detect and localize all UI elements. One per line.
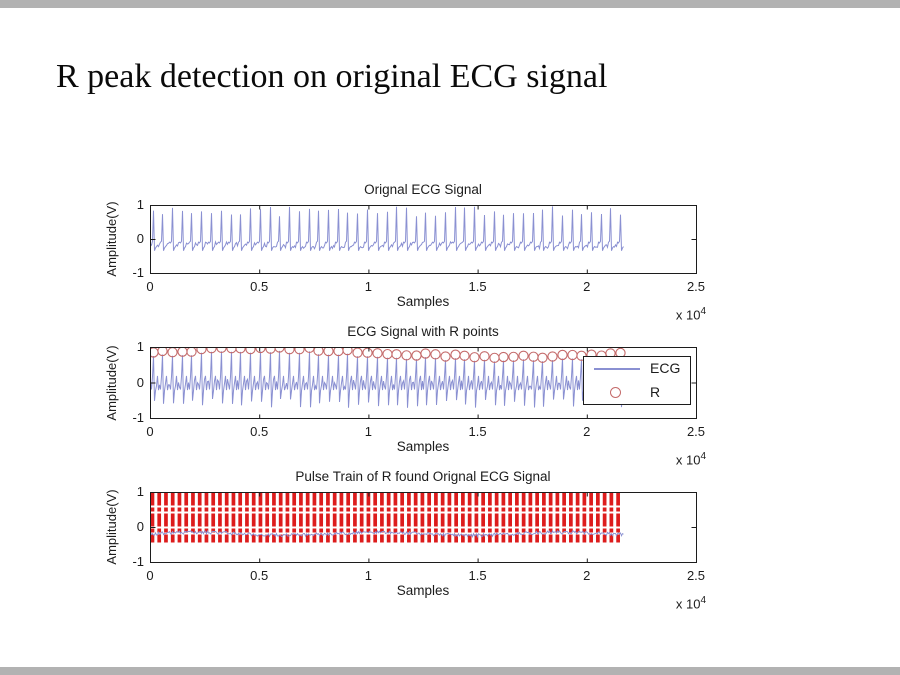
x-tick-label: 2 (583, 424, 591, 439)
legend-line-sample (594, 368, 640, 370)
x-axis-label: Samples (396, 583, 450, 598)
plot-canvas-2 (150, 492, 697, 563)
x-axis-multiplier: x 104 (675, 306, 706, 323)
x-axis-multiplier: x 104 (675, 451, 706, 468)
x-tick-label: 2.5 (686, 568, 706, 583)
legend-circle-sample (610, 387, 621, 398)
x-tick-label: 1 (364, 279, 372, 294)
x-tick-label: 0 (146, 279, 154, 294)
x-tick-label: 0 (146, 424, 154, 439)
x-tick-label: 2 (583, 568, 591, 583)
y-axis-label: Amplitude(V) (104, 344, 119, 421)
legend-label: R (650, 384, 661, 400)
y-tick-label: 0 (136, 231, 144, 246)
x-tick-label: 0.5 (250, 568, 269, 583)
x-axis-label: Samples (396, 439, 450, 454)
y-axis-label: Amplitude(V) (104, 489, 119, 565)
y-tick-label: 0 (136, 374, 144, 390)
x-tick-label: 1.5 (468, 279, 487, 294)
y-axis-label: Amplitude(V) (104, 201, 119, 277)
x-tick-label: 0.5 (250, 279, 269, 294)
slide-title: R peak detection on original ECG signal (56, 58, 608, 95)
x-tick-label: 2.5 (686, 424, 706, 439)
x-tick-label: 1 (364, 424, 372, 439)
slide-edge-bottom (0, 667, 900, 675)
y-tick-label: 1 (136, 484, 144, 499)
x-tick-label: 1.5 (468, 424, 487, 439)
y-tick-label: -1 (132, 554, 144, 569)
plot-title: Pulse Train of R found Orignal ECG Signa… (295, 469, 551, 484)
legend-label: ECG (650, 360, 681, 376)
y-tick-label: 1 (136, 197, 144, 212)
y-tick-label: 1 (136, 339, 144, 354)
x-axis-multiplier: x 104 (675, 595, 706, 612)
plot-canvas-0 (150, 205, 697, 274)
x-tick-label: 1.5 (468, 568, 487, 583)
y-tick-label: -1 (132, 410, 144, 425)
y-tick-label: -1 (132, 265, 144, 280)
x-tick-label: 1 (364, 568, 372, 583)
x-axis-label: Samples (396, 294, 450, 309)
x-tick-label: 2 (583, 279, 591, 294)
plot-title: Orignal ECG Signal (364, 182, 482, 197)
legend-entry-r: R (584, 381, 690, 405)
slide-edge-top (0, 0, 900, 8)
y-tick-label: 0 (136, 519, 144, 534)
x-tick-label: 0 (146, 568, 154, 583)
x-tick-label: 2.5 (686, 279, 706, 294)
legend-box: ECG R (583, 356, 691, 405)
plot-title: ECG Signal with R points (347, 324, 499, 339)
legend-entry-ecg: ECG (584, 357, 690, 381)
x-tick-label: 0.5 (250, 424, 269, 439)
